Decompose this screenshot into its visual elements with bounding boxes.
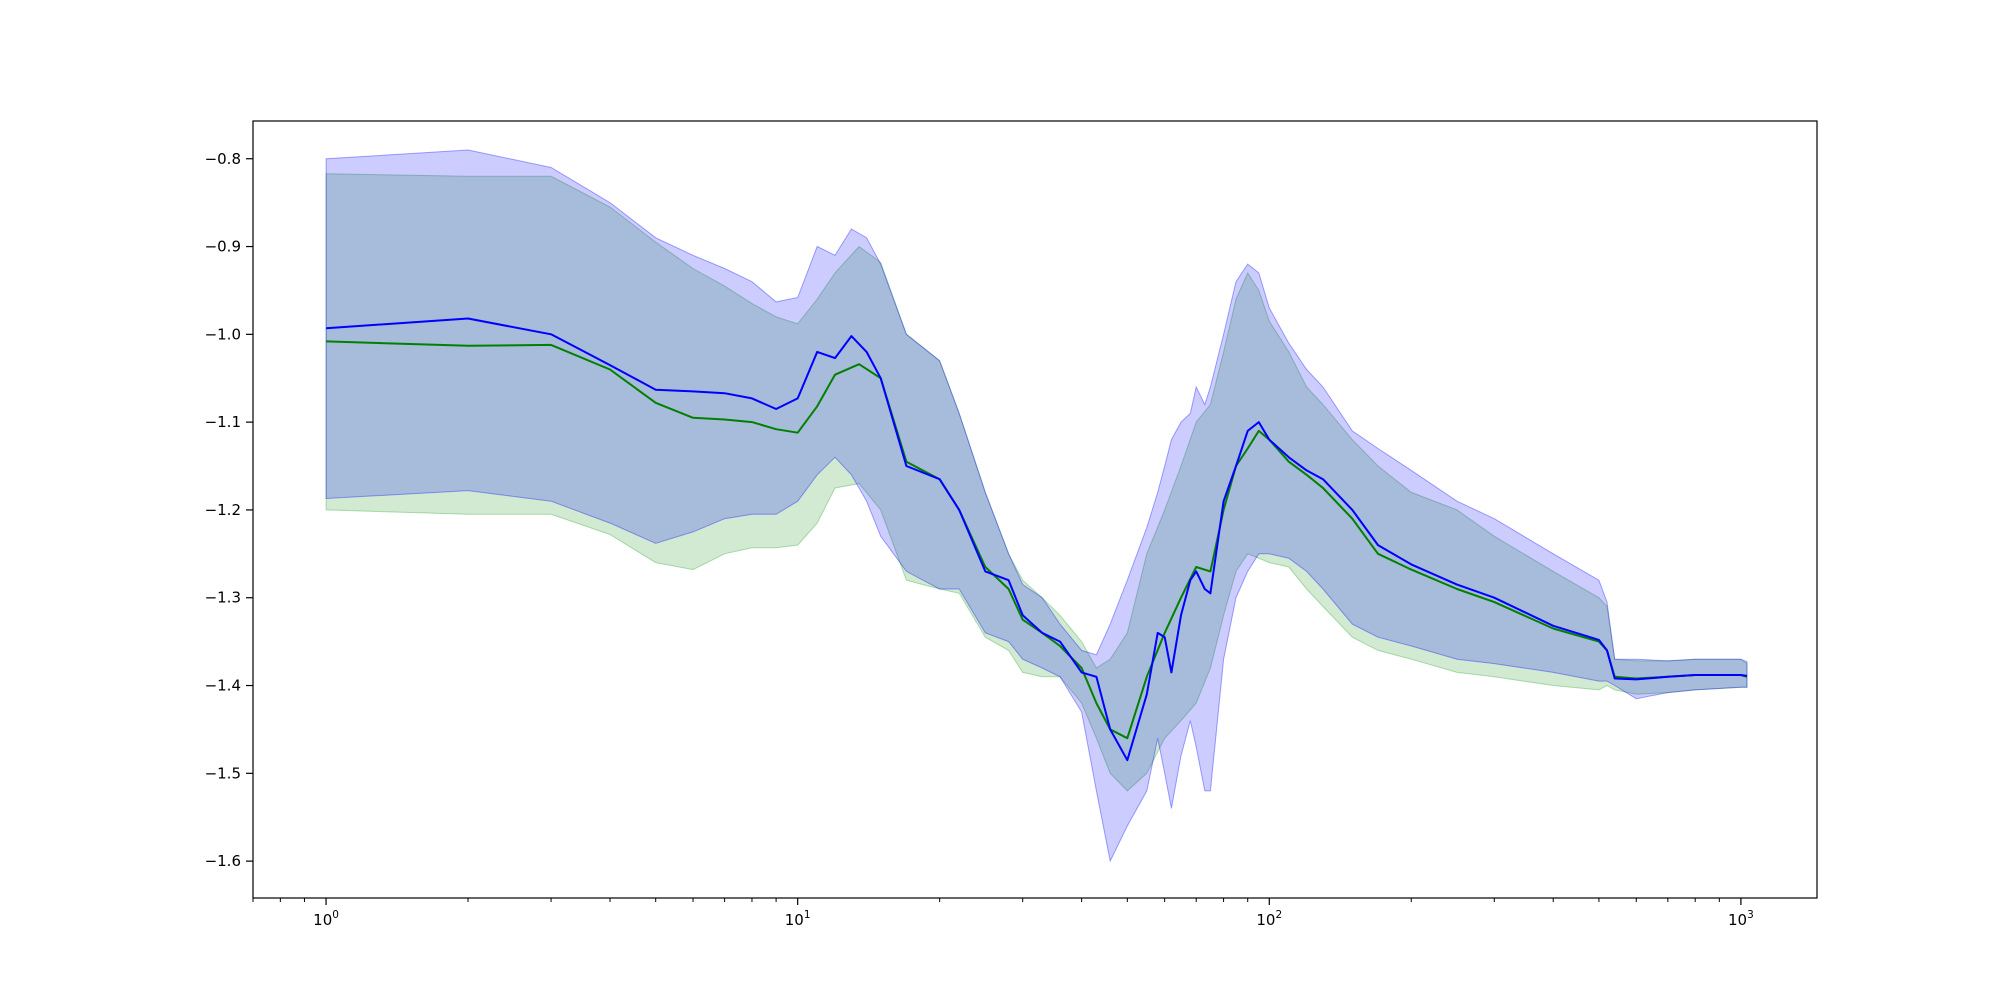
series-2-line — [326, 317, 1748, 762]
y-tick-label: −0.8 — [205, 150, 241, 168]
y-tick-label: −1.0 — [205, 325, 241, 343]
x-tick-label: 102 — [1256, 909, 1282, 929]
x-tick-label: 103 — [1728, 909, 1754, 929]
y-tick-label: −1.4 — [205, 677, 241, 695]
series-2-band — [325, 149, 1748, 863]
confidence-bands — [325, 149, 1748, 863]
x-tick-label: 101 — [785, 909, 811, 929]
series-1-line — [326, 340, 1748, 740]
y-tick-label: −1.5 — [205, 764, 241, 782]
y-tick-label: −1.1 — [205, 413, 241, 431]
y-axis: −0.8 −0.9 −1.0 −1.1 −1.2 −1.3 −1.4 −1.5 −1.6 — [205, 150, 253, 870]
series-lines — [326, 317, 1748, 762]
y-tick-label: −1.2 — [205, 501, 241, 519]
y-tick-label: −1.3 — [205, 589, 241, 607]
y-tick-label: −1.6 — [205, 852, 241, 870]
x-tick-label: 100 — [313, 909, 339, 929]
x-axis: 100 101 102 103 — [252, 898, 1754, 929]
series-1-band — [325, 173, 1748, 792]
y-tick-label: −0.9 — [205, 238, 241, 256]
